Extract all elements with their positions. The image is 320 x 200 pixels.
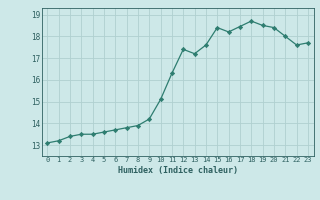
X-axis label: Humidex (Indice chaleur): Humidex (Indice chaleur) [118, 166, 237, 175]
